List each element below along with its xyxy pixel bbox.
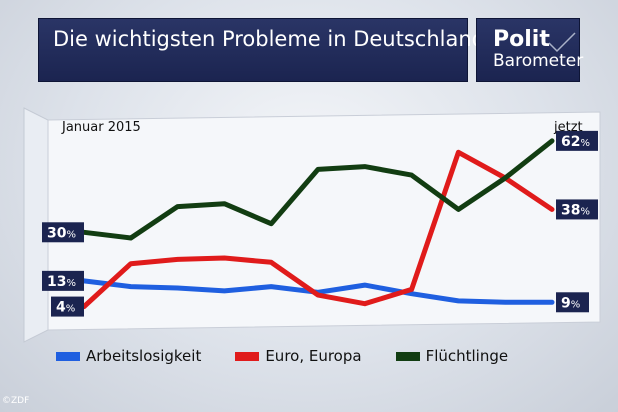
legend-item-arbeitslosigkeit: Arbeitslosigkeit xyxy=(56,347,201,365)
svg-text:62%: 62% xyxy=(561,134,590,150)
chart-title: Die wichtigsten Probleme in Deutschland xyxy=(53,27,485,51)
end-value-label-2: 62% xyxy=(556,130,598,151)
chart-panel xyxy=(47,111,601,331)
end-value-label-0: 9% xyxy=(556,292,589,313)
end-value-label-1: 38% xyxy=(556,199,598,220)
logo-text-polit: Polit xyxy=(493,27,550,52)
legend-item-fluechtlinge: Flüchtlinge xyxy=(395,347,509,365)
svg-text:30%: 30% xyxy=(47,225,76,241)
end-value-label-1-box xyxy=(556,199,598,220)
legend: Arbeitslosigkeit Euro, Europa Flüchtling… xyxy=(56,347,542,365)
legend-item-euro-europa: Euro, Europa xyxy=(235,347,362,365)
start-value-label-1: 4% xyxy=(51,296,84,317)
legend-swatch xyxy=(56,351,80,361)
legend-swatch xyxy=(395,351,420,361)
start-value-label-0-box xyxy=(42,270,84,291)
copyright-credit: ©ZDF xyxy=(2,396,30,406)
end-period-label: jetzt xyxy=(553,120,583,135)
svg-text:13%: 13% xyxy=(47,274,76,290)
svg-text:38%: 38% xyxy=(561,202,590,218)
svg-text:9%: 9% xyxy=(561,295,580,311)
legend-label: Flüchtlinge xyxy=(425,347,509,365)
start-period-label: Januar 2015 xyxy=(61,120,141,135)
end-value-label-0-box xyxy=(556,292,589,313)
end-value-label-2-box xyxy=(556,130,598,151)
checkmark-icon xyxy=(548,32,576,53)
logo-text-barometer: Barometer xyxy=(493,51,584,71)
legend-label: Arbeitslosigkeit xyxy=(86,347,202,365)
series-line-1 xyxy=(81,149,555,310)
politbarometer-logo: Polit Barometer xyxy=(476,18,584,82)
series-line-2 xyxy=(81,138,555,241)
start-value-label-2-box xyxy=(42,222,84,243)
legend-swatch xyxy=(235,351,260,361)
svg-text:4%: 4% xyxy=(56,300,75,316)
start-value-label-2: 30% xyxy=(42,222,84,243)
title-bar: Die wichtigsten Probleme in Deutschland xyxy=(38,18,485,82)
start-value-label-1-box xyxy=(51,296,84,317)
start-value-label-0: 13% xyxy=(42,270,84,291)
legend-label: Euro, Europa xyxy=(265,347,362,365)
